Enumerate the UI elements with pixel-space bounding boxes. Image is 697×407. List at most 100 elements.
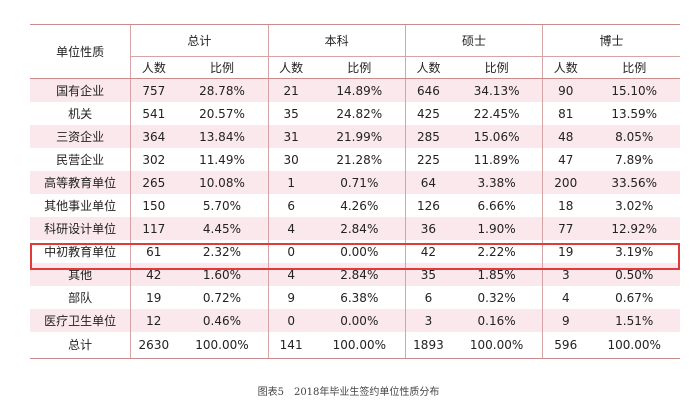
count-cell: 4 [542, 286, 589, 309]
subheader-ratio: 比例 [588, 56, 680, 79]
ratio-cell: 0.72% [202, 290, 242, 305]
ratio-cell: 2.84% [313, 263, 406, 286]
ratio-cell: 21.99% [313, 125, 406, 148]
count-cell: 6 [267, 194, 314, 217]
ratio-cell: 3.38% [451, 171, 543, 194]
category-header: 单位性质 [30, 24, 131, 79]
count-cell: 81 [542, 102, 589, 125]
group-header-doctor: 博士 [542, 24, 680, 57]
ratio-cell: 4.45% [176, 217, 268, 240]
table-container: 单位性质 总计 本科 硕士 博士 人数 比例 人数 比例 人数 比例 人数 比例… [30, 24, 680, 359]
ratio-cell: 13.59% [611, 106, 658, 121]
count-cell: 9 [267, 286, 314, 309]
count-cell: 200 [542, 171, 589, 194]
count-cell: 285 [404, 125, 452, 148]
ratio-cell: 3.19% [615, 244, 654, 259]
ratio-cell: 15.10% [588, 78, 680, 102]
ratio-cell: 24.82% [336, 106, 383, 121]
subheader-count: 人数 [267, 56, 314, 79]
ratio-cell: 0.16% [451, 309, 543, 332]
ratio-cell: 0.46% [176, 309, 268, 332]
table-row: 医疗卫生单位 12 0.46% 0 0.00% 3 0.16% 9 1.51% [30, 309, 680, 332]
table-row: 总计 2630 100.00% 141 100.00% 1893 100.00% 596 100… [30, 332, 680, 359]
table-row: 机关 541 20.57% 35 24.82% 425 22.45% 81 13.59% [30, 102, 680, 125]
ratio-cell: 2.22% [477, 244, 516, 259]
ratio-cell: 33.56% [588, 171, 680, 194]
subheader-count: 人数 [542, 56, 589, 79]
ratio-cell: 6.66% [477, 198, 516, 213]
ratio-cell: 11.49% [199, 152, 245, 167]
ratio-cell: 100.00% [588, 332, 680, 359]
group-header-bachelor: 本科 [267, 24, 406, 57]
group-header-total: 总计 [130, 24, 268, 57]
count-cell: 19 [130, 286, 177, 309]
group-header-master: 硕士 [404, 24, 543, 57]
count-cell: 36 [404, 217, 452, 240]
count-cell: 42 [130, 263, 177, 286]
count-cell: 3 [404, 309, 452, 332]
row-label: 科研设计单位 [30, 217, 131, 240]
ratio-cell: 100.00% [451, 332, 543, 359]
row-label: 部队 [68, 290, 93, 305]
row-label: 国有企业 [30, 78, 131, 102]
ratio-cell: 5.70% [202, 198, 242, 213]
count-cell: 2630 [130, 332, 177, 359]
ratio-cell: 0.00% [313, 309, 406, 332]
count-cell: 126 [404, 194, 452, 217]
table-row: 高等教育单位 265 10.08% 1 0.71% 64 3.38% 200 33.56% [30, 171, 680, 194]
ratio-cell: 6.38% [340, 290, 379, 305]
count-cell: 12 [130, 309, 177, 332]
count-cell: 9 [542, 309, 589, 332]
count-cell: 4 [267, 263, 314, 286]
subheader-count: 人数 [404, 56, 452, 79]
ratio-cell: 8.05% [588, 125, 680, 148]
row-label: 其他事业单位 [44, 198, 117, 213]
count-cell: 150 [130, 194, 177, 217]
ratio-cell: 20.57% [199, 106, 245, 121]
figure-caption: 图表5 2018年毕业生签约单位性质分布 [257, 387, 440, 398]
ratio-cell: 10.08% [176, 171, 268, 194]
ratio-cell: 4.26% [340, 198, 379, 213]
count-cell: 30 [267, 148, 314, 171]
table-row: 其他事业单位 150 5.70% 6 4.26% 126 6.66% 18 3.02% [30, 194, 680, 217]
ratio-cell: 21.28% [336, 152, 383, 167]
table-row: 其他 42 1.60% 4 2.84% 35 1.85% 3 0.50% [30, 263, 680, 286]
count-cell: 541 [130, 102, 177, 125]
ratio-cell: 100.00% [313, 332, 406, 359]
ratio-cell: 12.92% [588, 217, 680, 240]
ratio-cell: 1.60% [176, 263, 268, 286]
count-cell: 4 [267, 217, 314, 240]
count-cell: 35 [404, 263, 452, 286]
ratio-cell: 22.45% [473, 106, 520, 121]
ratio-cell: 3.02% [615, 198, 654, 213]
table-row: 部队 19 0.72% 9 6.38% 6 0.32% 4 0.67% [30, 286, 680, 309]
table-body: 国有企业 757 28.78% 21 14.89% 646 34.13% 90 15.10% 机关… [30, 78, 680, 359]
count-cell: 1 [267, 171, 314, 194]
count-cell: 3 [542, 263, 589, 286]
count-cell: 90 [542, 78, 589, 102]
row-label: 三资企业 [30, 125, 131, 148]
table-row: 国有企业 757 28.78% 21 14.89% 646 34.13% 90 15.10% [30, 78, 680, 102]
subheader-ratio: 比例 [176, 56, 268, 79]
ratio-cell: 2.84% [313, 217, 406, 240]
count-cell: 18 [542, 194, 589, 217]
employer-type-table: 单位性质 总计 本科 硕士 博士 人数 比例 人数 比例 人数 比例 人数 比例… [30, 24, 680, 359]
count-cell: 48 [542, 125, 589, 148]
ratio-cell: 13.84% [176, 125, 268, 148]
ratio-cell: 0.32% [477, 290, 516, 305]
count-cell: 117 [130, 217, 177, 240]
ratio-cell: 1.90% [451, 217, 543, 240]
count-cell: 225 [404, 148, 452, 171]
count-cell: 364 [130, 125, 177, 148]
count-cell: 757 [130, 78, 177, 102]
row-label: 总计 [30, 332, 131, 359]
ratio-cell: 0.67% [615, 290, 654, 305]
count-cell: 47 [542, 148, 589, 171]
ratio-cell: 2.32% [202, 244, 242, 259]
count-cell: 77 [542, 217, 589, 240]
table-row: 中初教育单位 61 2.32% 0 0.00% 42 2.22% 19 3.19% [30, 240, 680, 263]
row-label: 医疗卫生单位 [30, 309, 131, 332]
count-cell: 31 [267, 125, 314, 148]
count-cell: 0 [267, 309, 314, 332]
row-label: 民营企业 [56, 152, 105, 167]
